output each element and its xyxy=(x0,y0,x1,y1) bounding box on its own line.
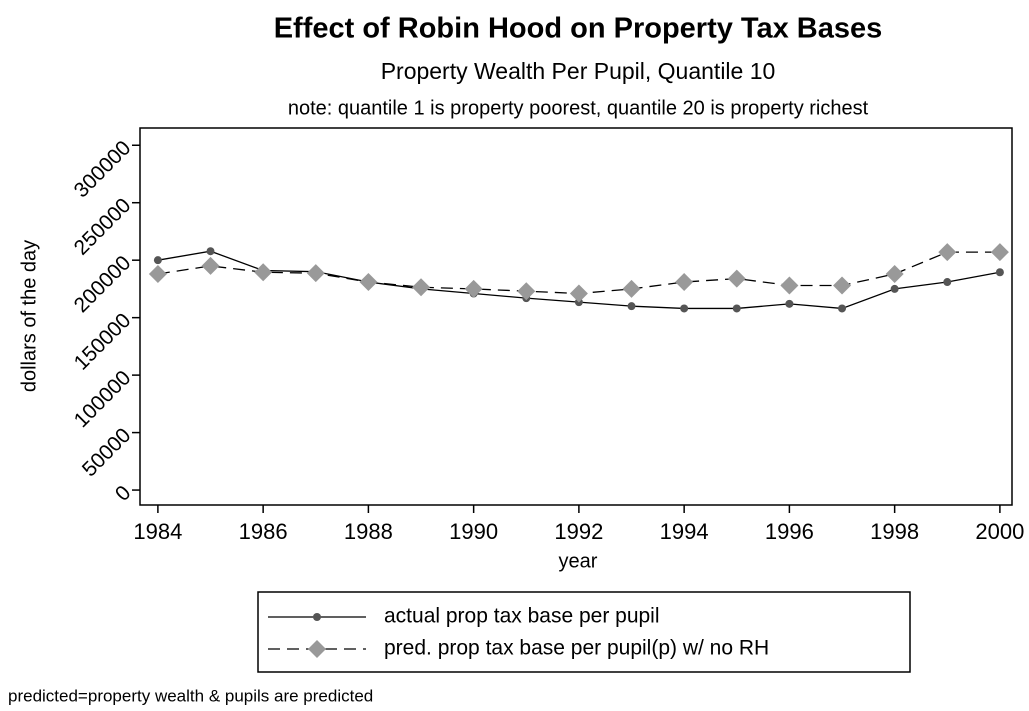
y-axis-label: dollars of the day xyxy=(18,240,40,392)
legend-marker xyxy=(308,640,326,658)
point-marker xyxy=(569,284,588,303)
point-marker xyxy=(938,243,957,262)
point-marker xyxy=(622,279,641,298)
legend-label: pred. prop tax base per pupil(p) w/ no R… xyxy=(384,637,769,660)
x-tick-label: 1996 xyxy=(765,519,814,544)
point-marker xyxy=(153,256,162,265)
chart-subtitle: Property Wealth Per Pupil, Quantile 10 xyxy=(381,58,776,84)
point-marker xyxy=(890,284,899,293)
x-axis-label: year xyxy=(559,550,598,572)
y-tick-label: 250000 xyxy=(70,194,136,260)
point-marker xyxy=(785,299,794,308)
chart-note: note: quantile 1 is property poorest, qu… xyxy=(288,97,869,119)
point-marker xyxy=(732,304,741,313)
y-tick-label: 50000 xyxy=(78,424,136,482)
x-tick-label: 2000 xyxy=(975,519,1024,544)
x-tick-label: 1988 xyxy=(344,519,393,544)
x-tick-label: 1990 xyxy=(449,519,498,544)
point-marker xyxy=(727,269,746,288)
point-marker xyxy=(838,304,847,313)
point-marker xyxy=(201,256,220,275)
point-marker xyxy=(306,264,325,283)
chart-title: Effect of Robin Hood on Property Tax Bas… xyxy=(274,13,883,45)
y-tick-label: 200000 xyxy=(70,251,136,317)
x-tick-label: 1998 xyxy=(870,519,919,544)
point-marker xyxy=(148,264,167,283)
x-tick-label: 1992 xyxy=(554,519,603,544)
legend-marker xyxy=(313,613,321,621)
x-tick-label: 1984 xyxy=(133,519,182,544)
point-marker xyxy=(627,302,636,311)
footnote: predicted=property wealth & pupils are p… xyxy=(8,686,373,705)
point-marker xyxy=(517,282,536,301)
y-tick-label: 150000 xyxy=(70,309,136,375)
point-marker xyxy=(254,263,273,282)
x-tick-label: 1994 xyxy=(660,519,709,544)
point-marker xyxy=(833,276,852,295)
point-marker xyxy=(412,278,431,297)
point-marker xyxy=(680,304,689,313)
point-marker xyxy=(990,243,1009,262)
point-marker xyxy=(885,264,904,283)
point-marker xyxy=(675,273,694,292)
y-tick-label: 100000 xyxy=(70,366,136,432)
legend-box xyxy=(257,591,911,673)
point-marker xyxy=(359,273,378,292)
plot-frame xyxy=(139,127,1013,506)
point-marker xyxy=(464,279,483,298)
x-tick-label: 1986 xyxy=(239,519,288,544)
point-marker xyxy=(780,276,799,295)
y-tick-label: 300000 xyxy=(70,136,136,202)
point-marker xyxy=(943,278,952,287)
legend-label: actual prop tax base per pupil xyxy=(384,605,660,628)
point-marker xyxy=(206,247,215,256)
y-tick-label: 0 xyxy=(111,481,136,506)
point-marker xyxy=(995,268,1004,277)
